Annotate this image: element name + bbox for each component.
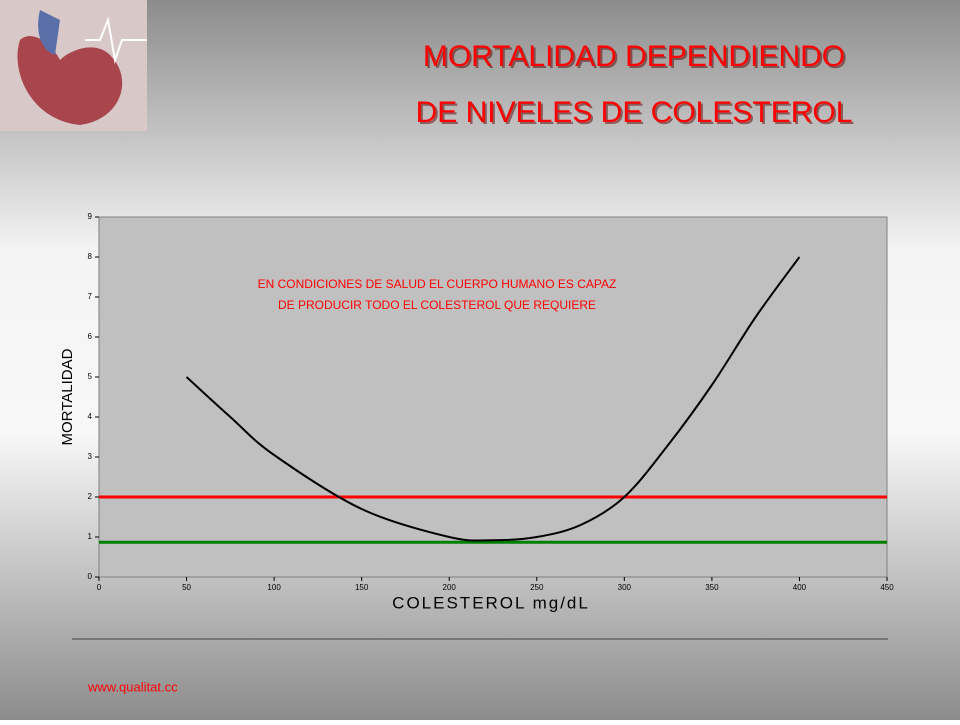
footer: www.qualitat.cc — [87, 679, 178, 694]
x-tick-label: 50 — [182, 583, 191, 592]
annotation: DE PRODUCIR TODO EL COLESTEROL QUE REQUI… — [278, 298, 596, 312]
y-axis-label: MORTALIDAD — [59, 348, 76, 445]
y-tick-label: 9 — [88, 212, 93, 221]
y-tick-label: 6 — [88, 332, 93, 341]
heart-image — [0, 0, 147, 131]
x-axis-label: COLESTEROL mg/dL — [392, 593, 590, 612]
title-shadow: MORTALIDAD DEPENDIENDO — [425, 42, 847, 75]
curve — [185, 256, 801, 542]
chart: 0 1 2 3 4 5 6 7 8 9 0 50 100 150 200 250 300 350 400 450 COL… — [59, 212, 894, 612]
annotation: EN CONDICIONES DE SALUD EL CUERPO HUMANO… — [258, 277, 617, 291]
y-tick-label: 5 — [88, 372, 93, 381]
y-tick-label: 7 — [88, 292, 93, 301]
x-tick-label: 150 — [355, 583, 369, 592]
y-tick-label: 0 — [88, 572, 93, 581]
x-tick-label: 100 — [267, 583, 281, 592]
title-line: MORTALIDAD DEPENDIENDO — [423, 40, 845, 73]
y-tick-label: 2 — [88, 492, 93, 501]
x-tick-label: 200 — [443, 583, 457, 592]
x-tick-label: 350 — [705, 583, 719, 592]
title-shadow: DE NIVELES DE COLESTEROL — [418, 98, 855, 131]
x-tick-label: 400 — [793, 583, 807, 592]
y-tick-label: 8 — [88, 252, 93, 261]
y-tick-label: 3 — [88, 452, 93, 461]
y-tick-label: 4 — [88, 412, 93, 421]
title: MORTALIDAD DEPENDIENDO MORTALIDAD DEPEND… — [416, 40, 855, 131]
y-tick-label: 1 — [88, 532, 93, 541]
plot-area — [98, 216, 888, 578]
x-tick-label: 450 — [880, 583, 894, 592]
title-line: DE NIVELES DE COLESTEROL — [416, 96, 853, 129]
x-tick-label: 0 — [97, 583, 102, 592]
x-tick-label: 250 — [530, 583, 544, 592]
x-tick-label: 300 — [618, 583, 632, 592]
